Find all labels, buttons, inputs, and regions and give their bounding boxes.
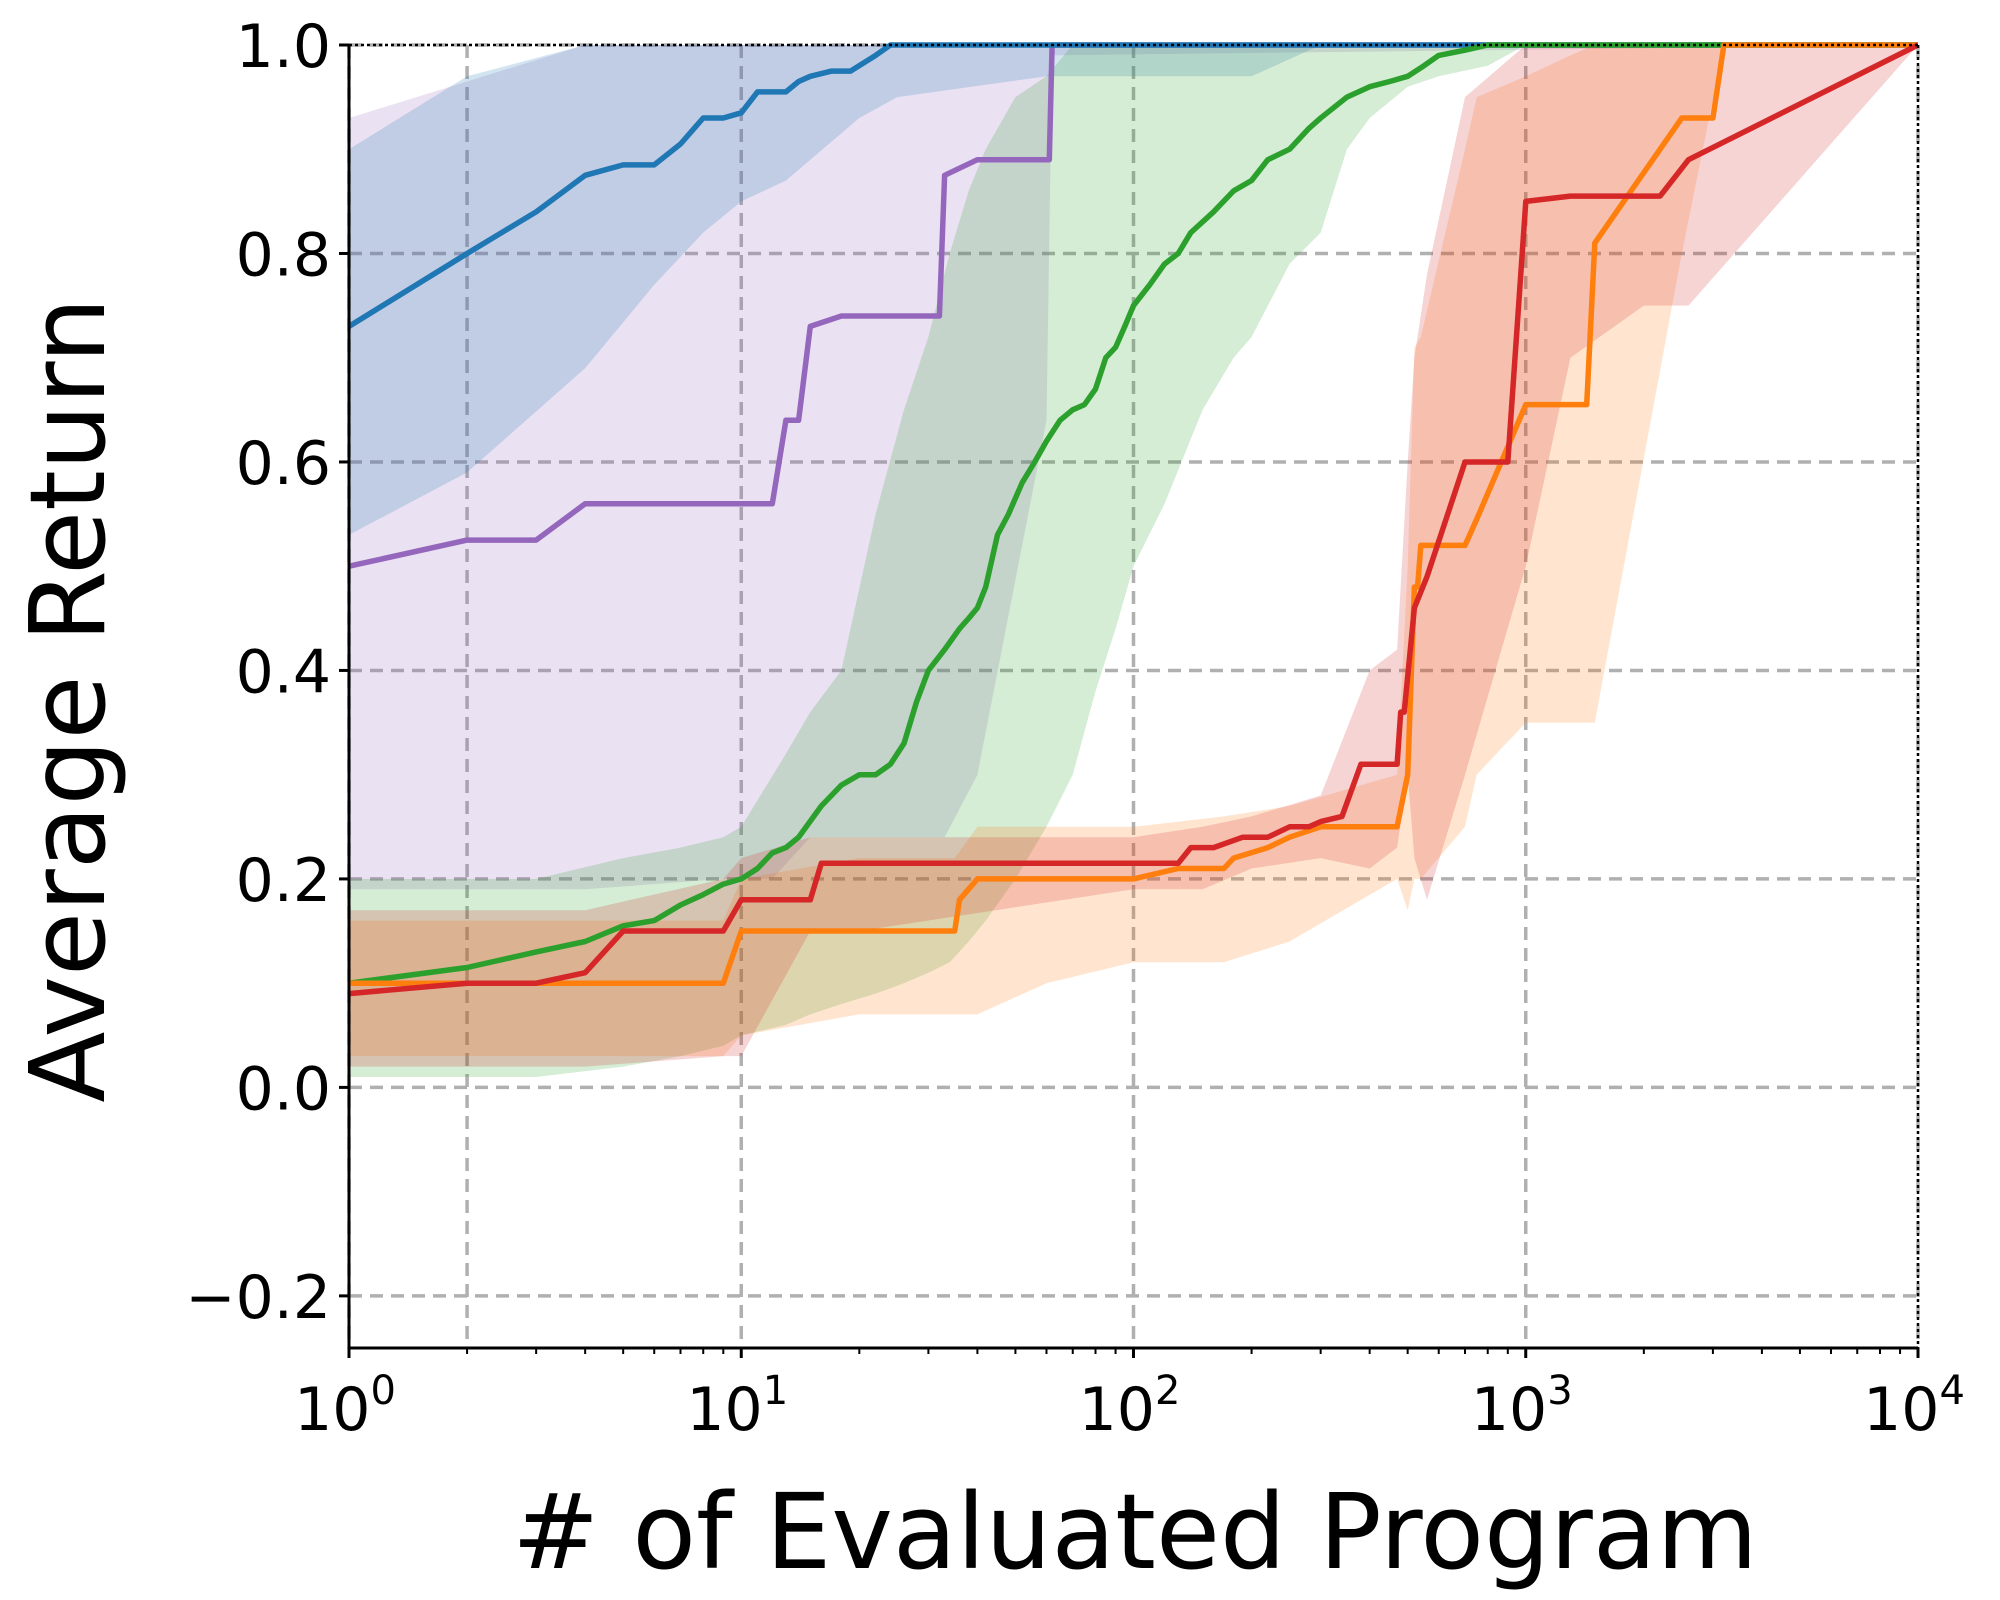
x-tick-label: 103 [1471,1368,1573,1445]
y-tick-label: 0.0 [236,1054,331,1124]
y-tick-label: −0.2 [185,1263,331,1333]
band-purple [349,45,1918,890]
x-tick-label: 104 [1863,1368,1965,1445]
y-tick-label: 1.0 [236,12,331,82]
x-axis-title: # of Evaluated Program [512,1471,1758,1593]
band-red [349,45,1918,1067]
y-tick-label: 0.2 [236,846,331,916]
y-tick-label: 0.8 [236,220,331,290]
x-tick-label: 101 [686,1368,788,1445]
tick-labels: −0.2 0.0 0.2 0.4 0.6 0.8 1.0 100 101 102 103 104 [185,12,1965,1445]
series-line-red [348,42,1920,997]
x-tick-label: 100 [294,1368,396,1445]
confidence-bands [349,45,1918,1077]
x-tick-label: 102 [1079,1368,1181,1445]
y-tick-label: 0.4 [236,637,331,707]
series-line-green [348,42,1918,986]
series-line-blue [347,42,1918,329]
series-lines [347,42,1920,997]
series-line-orange [349,42,1918,986]
y-axis-title: Average Return [7,297,129,1102]
series-line-purple [348,42,1918,569]
band-orange [349,45,1918,1057]
band-blue [349,45,1918,535]
band-green [349,45,1918,1077]
grid-layer [347,43,1920,1348]
y-tick-label: 0.6 [236,429,331,499]
